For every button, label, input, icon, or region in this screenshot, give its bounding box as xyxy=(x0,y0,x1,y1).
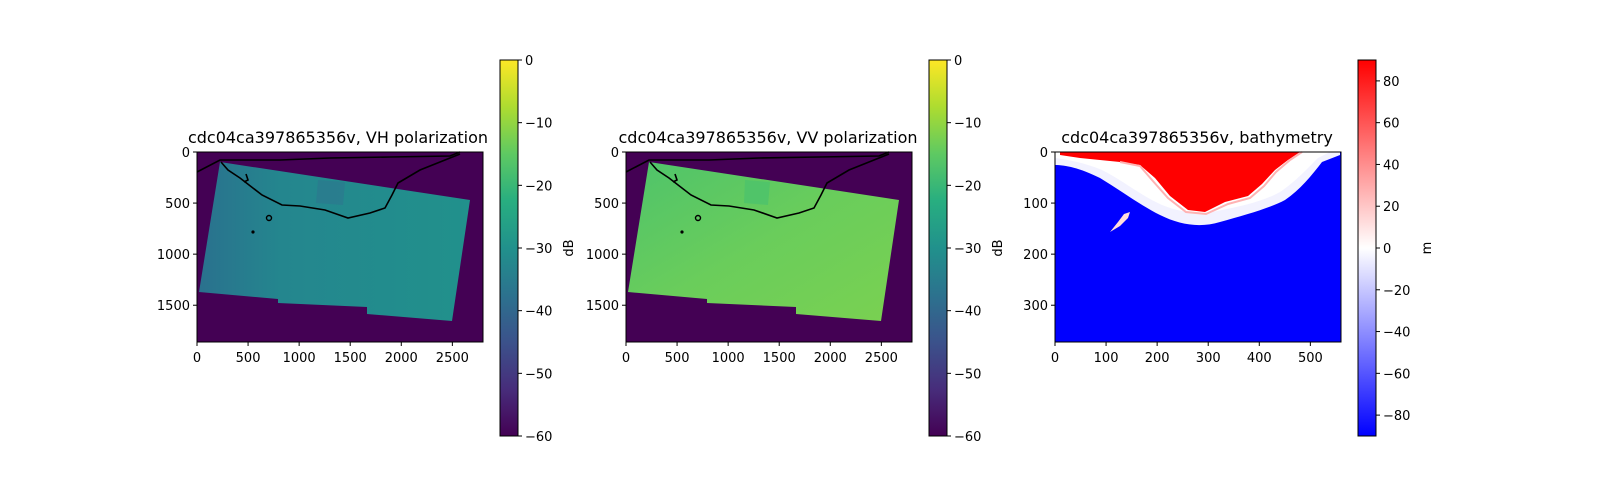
panel-vv-inland-patch xyxy=(744,180,770,205)
panel-vh-colorbar-tick-label: −40 xyxy=(525,305,552,320)
panel-vv-x-tick-label: 1000 xyxy=(712,351,745,366)
panel-bathymetry-y-tick-label: 0 xyxy=(1040,146,1048,161)
panel-bathymetry-colorbar-tick-label: −20 xyxy=(1383,284,1410,299)
panel-vh-frame xyxy=(196,151,484,343)
panel-vh-x-tick-label: 2000 xyxy=(385,351,418,366)
panel-vv-x-tick-label: 0 xyxy=(622,351,630,366)
panel-vh-inland-patch xyxy=(316,180,345,205)
panel-vv-x-axis: 0 500 1000 1500 2000 2500 xyxy=(622,342,898,366)
panel-vh-x-tick-label: 1500 xyxy=(334,351,367,366)
panel-vh-x-tick-label: 500 xyxy=(236,351,261,366)
panel-vv-x-tick-label: 500 xyxy=(665,351,690,366)
panel-vh-point xyxy=(251,230,255,234)
panel-vv-colorbar-tick-label: −10 xyxy=(954,117,981,132)
panel-vh-y-tick-label: 1500 xyxy=(157,299,190,314)
panel-vh-colorbar-ticks: 0 −10 −20 −30 −40 −50 −60 xyxy=(518,54,552,445)
panel-vv-y-tick-label: 500 xyxy=(594,197,619,212)
panel-vv-y-axis: 0 500 1000 1500 xyxy=(586,146,626,314)
panel-bathymetry-colorbar-tick-label: 20 xyxy=(1383,200,1400,215)
panel-vv-colorbar xyxy=(928,59,948,437)
panel-vv-colorbar-tick-label: −30 xyxy=(954,242,981,257)
panel-bathymetry-x-tick-label: 500 xyxy=(1298,351,1323,366)
panel-bathymetry-colorbar-tick-label: −80 xyxy=(1383,409,1410,424)
panel-bathymetry-x-axis: 0 100 200 300 400 500 xyxy=(1051,342,1323,366)
panel-vh-y-tick-label: 500 xyxy=(165,197,190,212)
panel-bathymetry-colorbar-ticks: 80 60 40 20 0 −20 −40 −60 −80 xyxy=(1376,75,1410,424)
panel-vv-colorbar-tick-label: −50 xyxy=(954,367,981,382)
panel-bathymetry-y-tick-label: 200 xyxy=(1023,248,1048,263)
panel-vv-shoreline-contour xyxy=(649,153,890,219)
panel-vv-island-mark xyxy=(672,173,678,183)
panel-vv-title: cdc04ca397865356v, VV polarization xyxy=(618,128,917,147)
panel-bathymetry: cdc04ca397865356v, bathymetry 0 100 200 300… xyxy=(1023,59,1435,437)
panel-vh-coastline xyxy=(196,151,461,173)
panel-vh-y-tick-label: 0 xyxy=(182,146,190,161)
panel-vv-y-tick-label: 1500 xyxy=(586,299,619,314)
panel-vv-footprint xyxy=(628,162,899,321)
panel-bathymetry-x-tick-label: 100 xyxy=(1094,351,1119,366)
panel-vh-island-mark xyxy=(243,173,249,183)
panel-vh-colorbar xyxy=(499,59,519,437)
panel-bathymetry-y-tick-label: 300 xyxy=(1023,299,1048,314)
panel-vv-colorbar-tick-label: 0 xyxy=(954,54,962,69)
panel-vh-y-axis: 0 500 1000 1500 xyxy=(157,146,197,314)
panel-vv-colorbar-ticks: 0 −10 −20 −30 −40 −50 −60 xyxy=(947,54,981,445)
panel-vv-frame xyxy=(625,151,913,343)
panel-vh-x-tick-label: 1000 xyxy=(283,351,316,366)
panel-vh-small-island xyxy=(265,214,273,222)
panel-bathymetry-colorbar-tick-label: 40 xyxy=(1383,158,1400,173)
panel-vh-colorbar-tick-label: −10 xyxy=(525,117,552,132)
panel-bathymetry-x-tick-label: 200 xyxy=(1145,351,1170,366)
panel-bathymetry-y-axis: 0 100 200 300 xyxy=(1023,146,1055,314)
panel-vv-y-tick-label: 1000 xyxy=(586,248,619,263)
panel-vh-shoreline-contour xyxy=(220,153,461,219)
panel-vv-point xyxy=(680,230,684,234)
panel-vh-x-axis: 0 500 1000 1500 2000 2500 xyxy=(193,342,469,366)
panel-bathymetry-y-tick-label: 100 xyxy=(1023,197,1048,212)
panel-vv-x-tick-label: 2500 xyxy=(865,351,898,366)
panel-vv-colorbar-label: dB xyxy=(991,239,1006,256)
panel-vh-colorbar-tick-label: −30 xyxy=(525,242,552,257)
panel-bathymetry-spit xyxy=(1110,212,1130,232)
panel-bathymetry-title: cdc04ca397865356v, bathymetry xyxy=(1061,128,1333,147)
panel-bathymetry-colorbar-label: m xyxy=(1420,242,1435,255)
panel-vv-colorbar-tick-label: −40 xyxy=(954,305,981,320)
panel-bathymetry-frame xyxy=(1054,151,1342,343)
panel-bathymetry-colorbar-tick-label: −60 xyxy=(1383,367,1410,382)
panel-vv-colorbar-tick-label: −20 xyxy=(954,179,981,194)
panel-bathymetry-land xyxy=(1060,152,1300,212)
panel-vh-title: cdc04ca397865356v, VH polarization xyxy=(188,128,488,147)
panel-bathymetry-colorbar-tick-label: −40 xyxy=(1383,326,1410,341)
panel-vh-colorbar-label: dB xyxy=(562,239,577,256)
panel-vh-colorbar-tick-label: 0 xyxy=(525,54,533,69)
panel-vv-coastline xyxy=(625,151,890,173)
panel-vv: cdc04ca397865356v, VV polarization 0 500 1… xyxy=(586,54,1006,445)
panel-bathymetry-land-edge xyxy=(1119,151,1303,216)
panel-vv-x-tick-label: 2000 xyxy=(814,351,847,366)
panel-bathymetry-colorbar-tick-label: 60 xyxy=(1383,117,1400,132)
panel-bathymetry-colorbar-tick-label: 80 xyxy=(1383,75,1400,90)
panel-bathymetry-x-tick-label: 400 xyxy=(1247,351,1272,366)
panel-vh-footprint xyxy=(199,162,470,321)
panel-vh: cdc04ca397865356v, VH polarization 0 500 1… xyxy=(157,54,577,445)
panel-vv-colorbar-tick-label: −60 xyxy=(954,430,981,445)
panel-bathymetry-x-tick-label: 0 xyxy=(1051,351,1059,366)
panel-vh-colorbar-tick-label: −20 xyxy=(525,179,552,194)
panel-vh-x-tick-label: 0 xyxy=(193,351,201,366)
panel-bathymetry-colorbar-tick-label: 0 xyxy=(1383,242,1391,257)
panel-vv-x-tick-label: 1500 xyxy=(763,351,796,366)
panel-vh-y-tick-label: 1000 xyxy=(157,248,190,263)
panel-bathymetry-x-tick-label: 300 xyxy=(1196,351,1221,366)
panel-vh-colorbar-tick-label: −60 xyxy=(525,430,552,445)
panel-vv-y-tick-label: 0 xyxy=(611,146,619,161)
panel-vh-colorbar-tick-label: −50 xyxy=(525,367,552,382)
panel-vv-small-island xyxy=(694,214,702,222)
panel-bathymetry-colorbar xyxy=(1357,59,1377,437)
panel-vh-x-tick-label: 2500 xyxy=(436,351,469,366)
